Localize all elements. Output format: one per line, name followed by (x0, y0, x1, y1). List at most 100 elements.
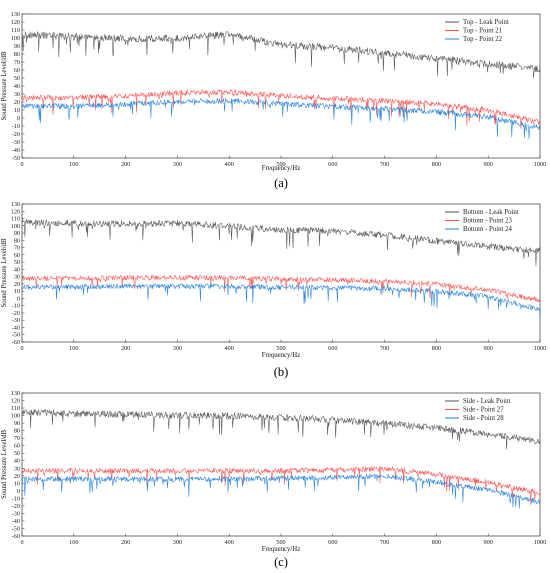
x-tick-label: 900 (484, 345, 493, 352)
y-tick-label: 20 (14, 473, 20, 480)
legend-entry: Side - Point 28 (463, 415, 504, 422)
legend-entry: Side - Leak Point (463, 398, 510, 405)
y-tick-label: 70 (14, 435, 20, 442)
y-tick-label: -10 (12, 495, 20, 502)
legend-entry: Bottom - Leak Point (463, 209, 519, 216)
y-axis-title: Sound Pressure Level/dB (1, 238, 8, 308)
x-tick-label: 600 (328, 539, 337, 546)
y-tick-label: 70 (14, 245, 20, 252)
panel-label: (a) (274, 176, 288, 190)
y-tick-label: 20 (14, 281, 20, 288)
y-axis-title: Sound Pressure Level/dB (1, 51, 8, 121)
legend-entry: Top - Leak Point (463, 19, 509, 26)
x-tick-label: 700 (380, 161, 389, 168)
y-tick-label: 30 (14, 465, 20, 472)
y-tick-label: 80 (14, 428, 20, 435)
x-tick-label: 300 (173, 539, 182, 546)
y-tick-label: 120 (11, 398, 20, 405)
x-axis-title: Frequency/Hz (262, 165, 301, 172)
series-line-3 (21, 97, 541, 140)
legend: Bottom - Leak Point Bottom - Point 23Bott… (445, 209, 519, 233)
y-tick-label: -50 (12, 332, 20, 339)
y-tick-label: 120 (11, 208, 20, 215)
chart-panel-2: 1301201101009080706050403020100-10-20-30… (1, 201, 546, 379)
y-tick-label: 10 (14, 480, 20, 487)
x-tick-label: 500 (276, 539, 285, 546)
y-axis-title: Sound Pressure Level/dB (1, 429, 8, 499)
y-tick-label: 40 (14, 83, 20, 90)
chart-panel-1: 1301201101009080706050403020100-10-20-30… (1, 11, 546, 190)
y-tick-label: 90 (14, 230, 20, 237)
y-tick-label: -10 (12, 303, 20, 310)
y-tick-label: 80 (14, 51, 20, 58)
y-tick-label: 110 (11, 216, 20, 223)
y-tick-label: 130 (11, 390, 20, 397)
series-line-2 (21, 89, 541, 130)
y-tick-label: 90 (14, 420, 20, 427)
legend-entry: Top - Point 21 (463, 28, 502, 35)
series-line-1 (21, 219, 541, 267)
y-tick-label: 130 (11, 11, 20, 18)
x-tick-label: 800 (432, 345, 441, 352)
x-tick-label: 500 (276, 345, 285, 352)
x-tick-label: 1000 (534, 161, 546, 168)
x-tick-label: 600 (328, 161, 337, 168)
y-tick-label: -10 (12, 123, 20, 130)
series-line-3 (21, 473, 541, 509)
y-tick-label: 100 (11, 413, 20, 420)
y-tick-label: 120 (11, 19, 20, 26)
y-tick-label: -40 (12, 324, 20, 331)
y-tick-label: 10 (14, 288, 20, 295)
x-tick-label: 600 (328, 345, 337, 352)
y-tick-label: -20 (12, 310, 20, 317)
x-tick-label: 100 (69, 539, 78, 546)
series-line-1 (21, 408, 541, 450)
panel-label: (c) (274, 555, 288, 569)
x-tick-label: 300 (173, 161, 182, 168)
y-tick-label: 0 (17, 488, 20, 495)
y-tick-label: 130 (11, 201, 20, 208)
series-line-2 (21, 274, 541, 303)
x-tick-label: 0 (20, 345, 23, 352)
legend-entry: Bottom - Point 23 (463, 218, 513, 225)
x-tick-label: 700 (380, 539, 389, 546)
chart-panel-3: 1301201101009080706050403020100-10-20-30… (1, 390, 546, 569)
x-tick-label: 700 (380, 345, 389, 352)
x-tick-label: 200 (121, 539, 130, 546)
y-tick-label: 40 (14, 458, 20, 465)
series-line-3 (21, 283, 541, 319)
panel-label: (b) (274, 365, 289, 379)
x-tick-label: 0 (20, 539, 23, 546)
y-tick-label: -40 (12, 147, 20, 154)
x-tick-label: 1000 (534, 539, 546, 546)
y-tick-label: -60 (12, 339, 20, 346)
x-axis-title: Frequency/Hz (262, 352, 301, 359)
y-tick-label: 20 (14, 99, 20, 106)
y-tick-label: -20 (12, 503, 20, 510)
y-tick-label: 60 (14, 67, 20, 74)
y-tick-label: 60 (14, 252, 20, 259)
y-tick-label: 0 (17, 295, 20, 302)
y-tick-label: 60 (14, 443, 20, 450)
y-tick-label: 30 (14, 91, 20, 98)
y-tick-label: -50 (12, 155, 20, 162)
x-tick-label: 100 (69, 345, 78, 352)
legend-entry: Bottom - Point 24 (463, 226, 513, 233)
y-tick-label: -20 (12, 131, 20, 138)
x-axis-title: Frequency/Hz (262, 546, 301, 553)
y-tick-label: 30 (14, 274, 20, 281)
y-tick-label: -50 (12, 525, 20, 532)
y-tick-label: 50 (14, 259, 20, 266)
x-tick-label: 300 (173, 345, 182, 352)
x-tick-label: 800 (432, 539, 441, 546)
y-tick-label: 50 (14, 75, 20, 82)
y-tick-label: 0 (17, 115, 20, 122)
y-tick-label: 50 (14, 450, 20, 457)
y-tick-label: -30 (12, 317, 20, 324)
x-tick-label: 0 (20, 161, 23, 168)
y-tick-label: 90 (14, 43, 20, 50)
y-tick-label: -30 (12, 139, 20, 146)
x-tick-label: 1000 (534, 345, 546, 352)
